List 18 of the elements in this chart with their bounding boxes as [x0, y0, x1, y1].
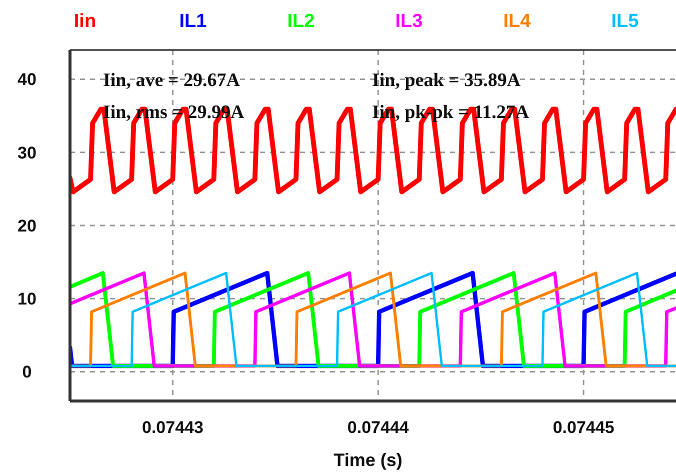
- text: Iin: [74, 11, 96, 32]
- text: IL2: [287, 11, 315, 32]
- annotation: Iin, ave = 29.67A: [103, 70, 240, 91]
- x-tick-label: 0.07444: [347, 418, 410, 437]
- text: IL4: [503, 11, 532, 32]
- y-tick-label: 0: [22, 362, 32, 382]
- x-tick-label: 0.07443: [142, 418, 204, 437]
- text: IL1: [179, 11, 208, 32]
- x-axis-title: Time (s): [334, 450, 402, 470]
- y-tick-label: 40: [18, 70, 36, 90]
- y-tick-label: 30: [18, 143, 36, 162]
- x-tick-label: 0.07445: [552, 418, 614, 437]
- y-tick-label: 10: [18, 290, 36, 309]
- annotation: Iin, peak = 35.89A: [372, 70, 521, 91]
- text: IL5: [611, 11, 640, 32]
- y-tick-label: 20: [18, 216, 36, 236]
- text: IL3: [395, 11, 423, 32]
- line-series: [70, 106, 676, 194]
